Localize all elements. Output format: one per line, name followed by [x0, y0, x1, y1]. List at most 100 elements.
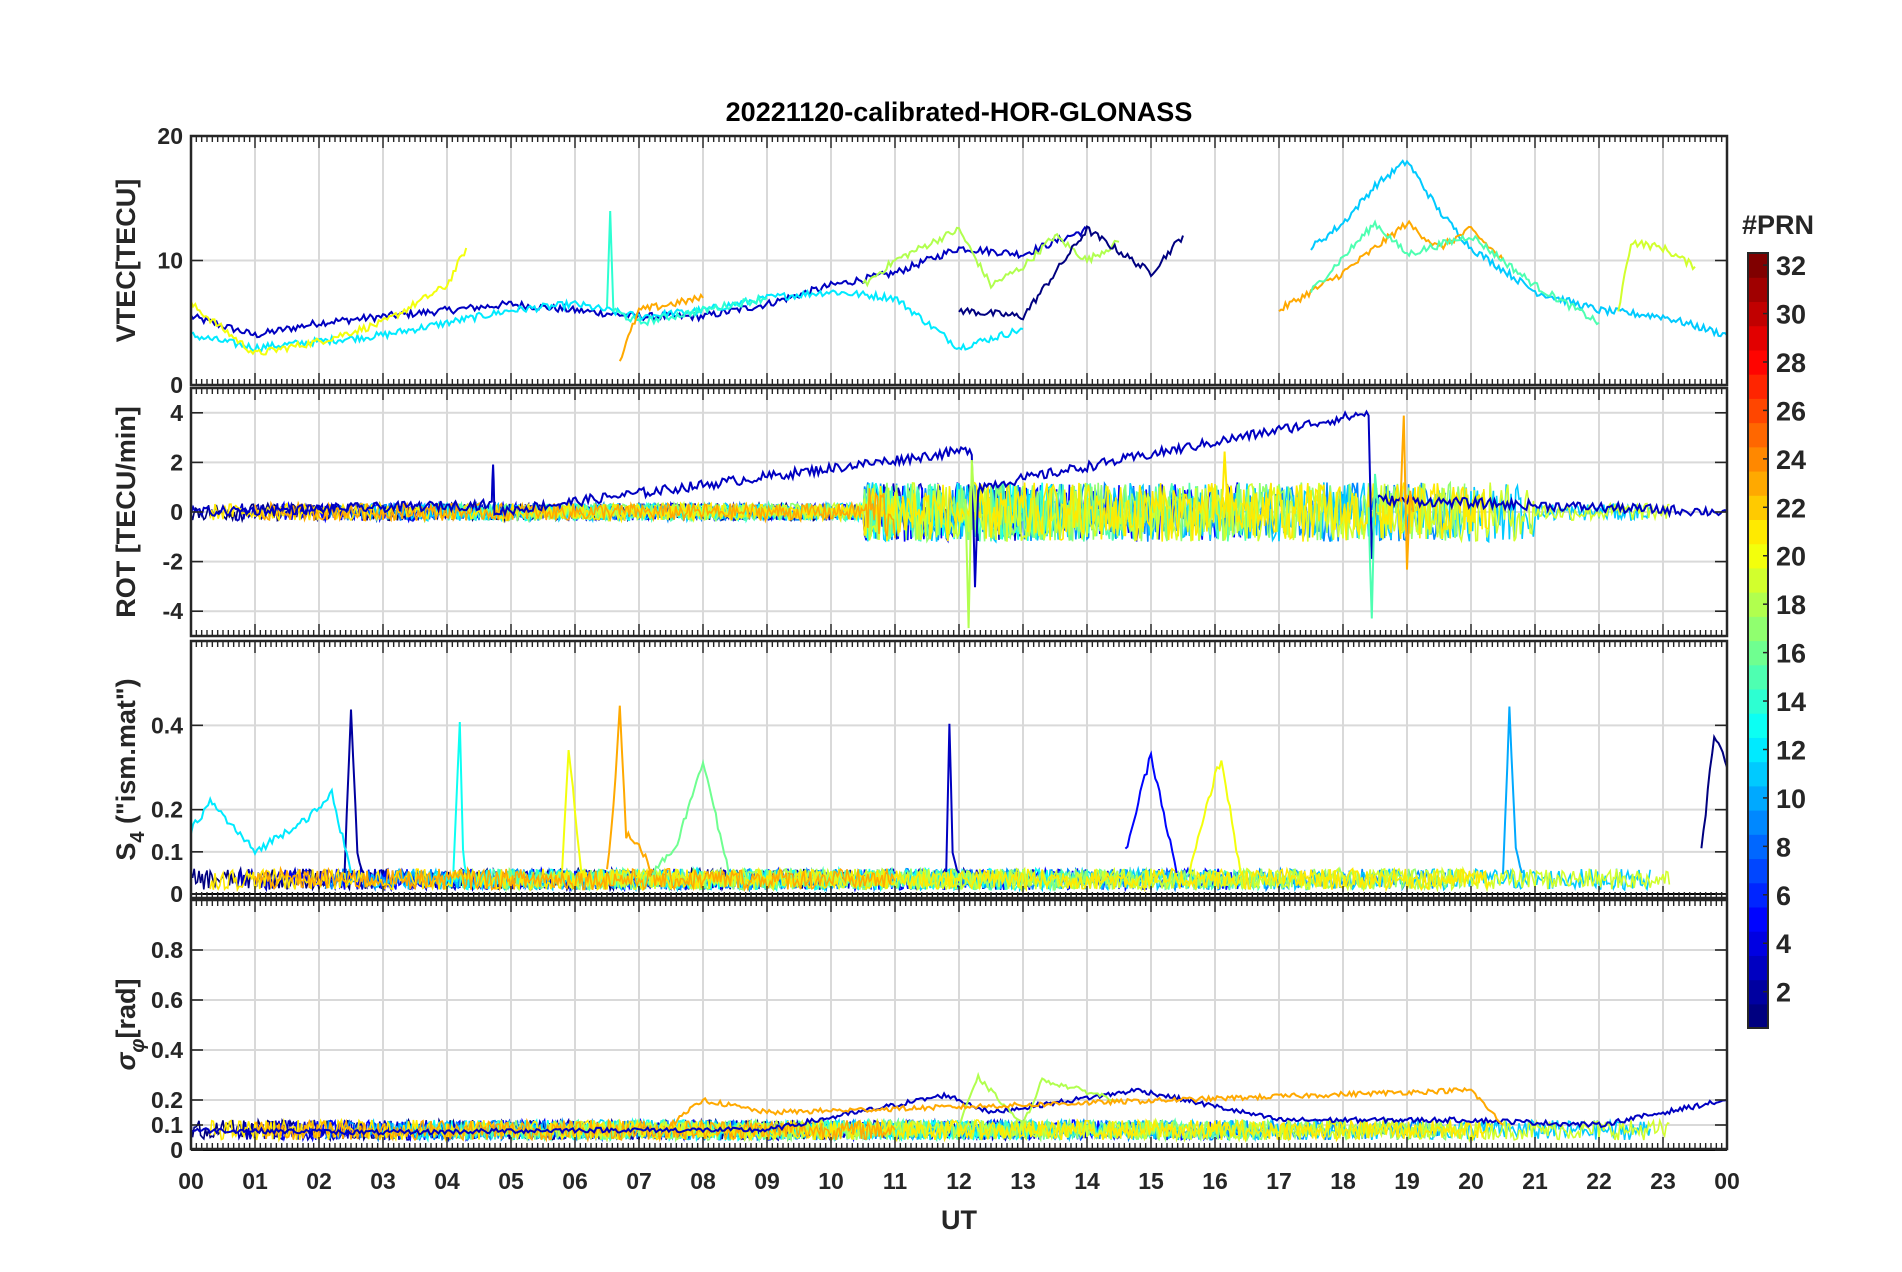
series-trace-prn-18: [964, 459, 976, 629]
series-trace-prn-10: [1502, 706, 1524, 875]
x-tick-label: 09: [754, 1168, 780, 1194]
series-trace-prn-23: [618, 292, 704, 362]
series-trace-prn-18: [958, 1071, 1120, 1128]
series-trace-prn-5: [1124, 750, 1178, 874]
colorbar-swatch: [1748, 979, 1768, 1005]
y-tick-label: 0: [170, 499, 183, 525]
series-trace-prn-20: [561, 749, 583, 874]
panel-vtec: 0 10 20 VTEC[TECU]: [111, 123, 1729, 398]
x-tick-label: 20: [1458, 1168, 1484, 1194]
series-trace-prn-23: [1278, 219, 1504, 312]
series-trace-prn-20: [191, 247, 468, 356]
y-axis-label: VTEC[TECU]: [111, 179, 141, 343]
x-tick-label: 06: [562, 1168, 588, 1194]
y-axis-label-main: σ: [111, 1052, 141, 1071]
y-tick-label: 0.4: [151, 1037, 183, 1063]
y-tick-label: -4: [163, 598, 184, 624]
x-tick-label: 18: [1330, 1168, 1356, 1194]
colorbar-swatch: [1748, 858, 1768, 884]
colorbar-swatch: [1748, 519, 1768, 545]
y-axis-label-main: S: [111, 843, 141, 861]
series-trace-prn-18: [862, 226, 1120, 290]
series-trace-prn-12: [191, 288, 1024, 353]
colorbar-swatch: [1748, 253, 1768, 278]
colorbar-tick-label: 30: [1776, 300, 1806, 330]
colorbar-swatch: [1748, 737, 1768, 763]
panel-sigma: 00.10.20.40.60.8σφ[rad]: [111, 898, 1729, 1163]
y-tick-label: 0.2: [151, 797, 183, 823]
noise-trace: [254, 488, 896, 539]
series-trace-prn-21: [1220, 451, 1229, 513]
colorbar-swatch: [1748, 277, 1768, 303]
x-axis-label: UT: [941, 1205, 977, 1235]
x-tick-label: 01: [242, 1168, 268, 1194]
colorbar-swatch: [1748, 1003, 1768, 1029]
colorbar-tick-label: 12: [1776, 735, 1806, 765]
y-tick-label: 0: [170, 881, 183, 907]
colorbar-swatch: [1748, 470, 1768, 496]
colorbar-swatch: [1748, 422, 1768, 448]
x-tick-label: 05: [498, 1168, 524, 1194]
series-trace-prn-3: [191, 409, 1727, 588]
series-trace-prn-15: [1310, 219, 1600, 326]
y-tick-label: 0.1: [151, 1112, 183, 1138]
colorbar-swatch: [1748, 446, 1768, 472]
series-trace-prn-14: [606, 210, 768, 327]
y-tick-label: 0: [170, 1137, 183, 1163]
series-trace-prn-13: [452, 721, 468, 874]
colorbar-tick-label: 22: [1776, 493, 1806, 523]
y-tick-label: 2: [170, 449, 183, 475]
colorbar-swatch: [1748, 955, 1768, 981]
colorbar-swatch: [1748, 592, 1768, 617]
series-trace-prn-12: [191, 787, 352, 874]
colorbar-border: [1747, 252, 1769, 1029]
series-trace-prn-15: [1367, 473, 1380, 619]
y-axis-label-sub: 4: [127, 831, 149, 843]
colorbar-swatch: [1748, 543, 1768, 569]
panel-border: [189, 898, 1729, 1151]
series-trace-prn-2: [343, 709, 365, 874]
colorbar-swatch: [1748, 495, 1768, 521]
colorbar-swatch: [1748, 325, 1768, 351]
chart-title: 20221120-calibrated-HOR-GLONASS: [726, 97, 1193, 127]
x-tick-label: 23: [1650, 1168, 1676, 1194]
colorbar-swatch: [1748, 664, 1768, 690]
y-axis-label-sub: φ: [127, 1039, 149, 1053]
colorbar-swatch: [1748, 785, 1768, 811]
x-tick-label: 19: [1394, 1168, 1420, 1194]
colorbar-tick-label: 24: [1776, 445, 1806, 475]
colorbar-swatch: [1748, 567, 1768, 593]
x-tick-label: 21: [1522, 1168, 1548, 1194]
series-trace-prn-19: [1617, 238, 1696, 312]
colorbar-tick-label: 26: [1776, 396, 1806, 426]
series-trace-prn-3: [945, 723, 960, 874]
y-axis-label: σφ[rad]: [111, 979, 149, 1071]
series-trace-prn-11: [1310, 159, 1727, 338]
y-tick-label: 0.2: [151, 1087, 183, 1113]
y-tick-label: 4: [170, 400, 183, 426]
colorbar-tick-label: 32: [1776, 251, 1806, 281]
y-tick-label: 0.1: [151, 839, 183, 865]
panel-border: [189, 639, 1729, 900]
x-tick-label: 12: [946, 1168, 972, 1194]
x-tick-label: 22: [1586, 1168, 1612, 1194]
series-trace-prn-23: [1399, 415, 1415, 570]
colorbar-swatch: [1748, 931, 1768, 956]
y-tick-label: -2: [163, 549, 183, 575]
x-tick-label: 00: [178, 1168, 204, 1194]
x-tick-label: 00: [1714, 1168, 1740, 1194]
y-tick-label: 0.6: [151, 987, 183, 1013]
x-tick-label: 10: [818, 1168, 844, 1194]
x-tick-label: 07: [626, 1168, 652, 1194]
colorbar-swatch: [1748, 761, 1768, 787]
x-tick-label: 15: [1138, 1168, 1164, 1194]
series-group: [191, 705, 1727, 893]
colorbar-swatch: [1748, 640, 1768, 666]
colorbar-swatch: [1748, 713, 1768, 738]
series-trace-prn-23: [606, 705, 653, 874]
x-tick-label: 13: [1010, 1168, 1036, 1194]
noise-trace: [549, 481, 1670, 544]
